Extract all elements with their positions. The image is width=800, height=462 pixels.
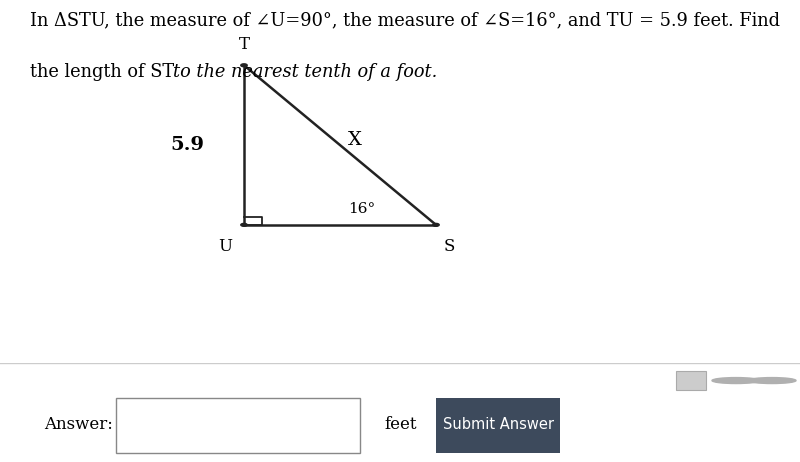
Text: U: U — [218, 237, 233, 255]
FancyBboxPatch shape — [116, 398, 360, 453]
Text: feet: feet — [384, 416, 417, 433]
Text: the length of ST: the length of ST — [30, 63, 180, 81]
FancyBboxPatch shape — [436, 398, 560, 453]
Text: +: + — [729, 371, 743, 389]
Text: 5.9: 5.9 — [170, 136, 204, 154]
Text: 16°: 16° — [348, 202, 375, 216]
Text: In ΔSTU, the measure of ∠U=90°, the measure of ∠S=16°, and TU = 5.9 feet. Find: In ΔSTU, the measure of ∠U=90°, the meas… — [30, 11, 781, 29]
Text: Submit Answer: Submit Answer — [442, 417, 554, 432]
Circle shape — [748, 377, 796, 383]
FancyBboxPatch shape — [676, 371, 706, 390]
Text: Answer:: Answer: — [44, 416, 113, 433]
Circle shape — [712, 377, 760, 383]
Text: −: − — [765, 371, 779, 389]
Text: S: S — [444, 237, 455, 255]
Circle shape — [241, 64, 247, 67]
Text: T: T — [238, 36, 250, 53]
Text: X: X — [348, 131, 362, 149]
Text: to the nearest tenth of a foot.: to the nearest tenth of a foot. — [173, 63, 437, 81]
Circle shape — [433, 224, 439, 226]
Circle shape — [241, 224, 247, 226]
